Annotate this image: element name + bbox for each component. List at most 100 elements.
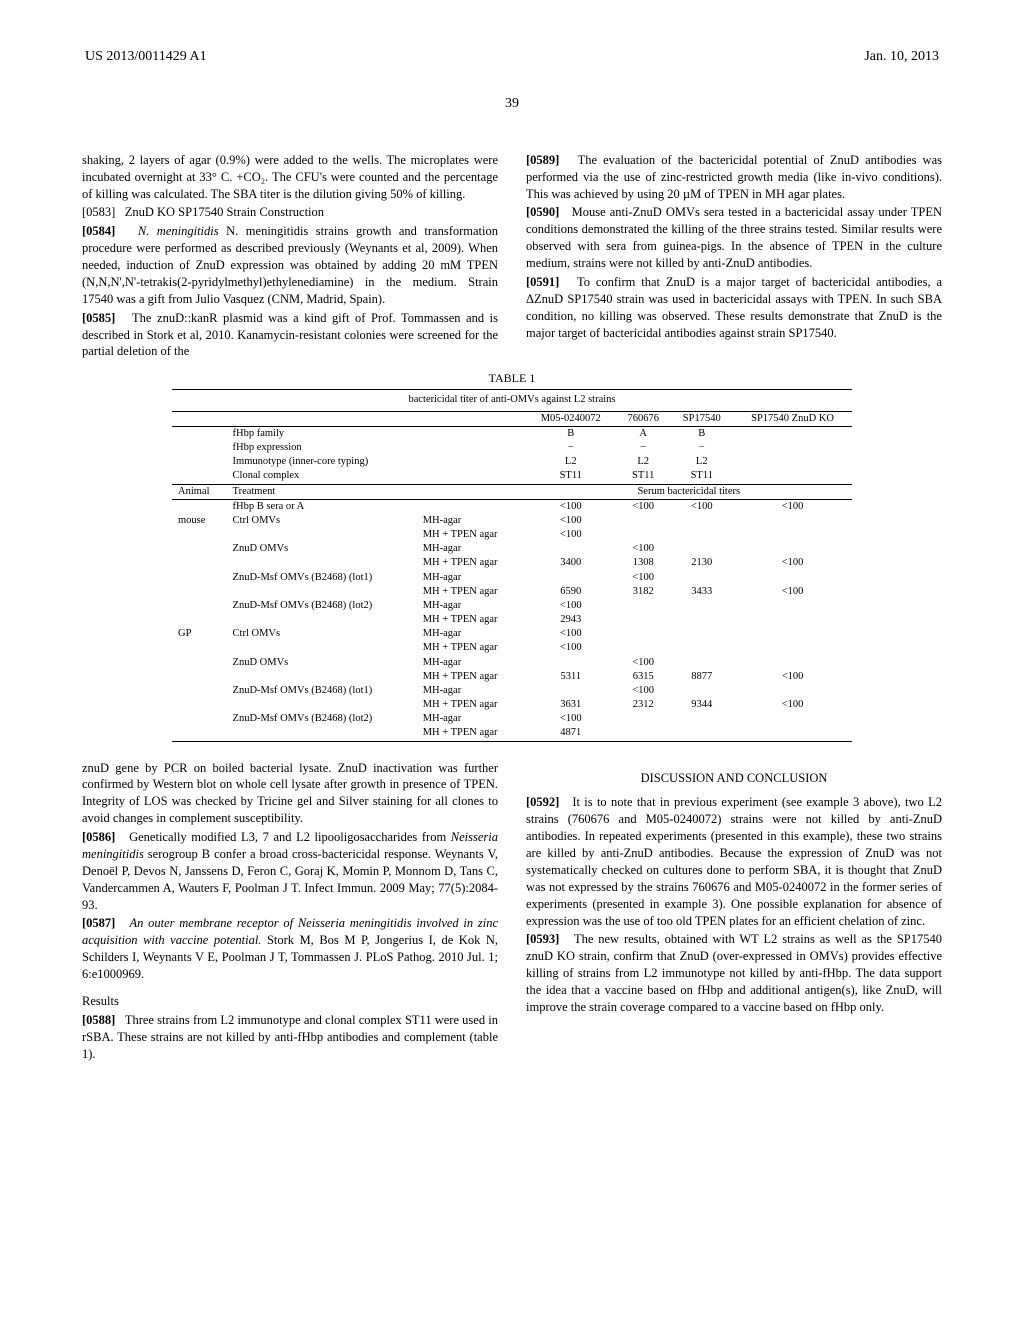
table-cell: ZnuD OMVs [227, 656, 417, 670]
table-cell: 3631 [526, 698, 616, 712]
table-cell: − [526, 441, 616, 455]
table-row: MH + TPEN agar340013082130<100 [172, 556, 852, 570]
table-cell [526, 571, 616, 585]
table-cell: B [526, 426, 616, 441]
table-cell: 1308 [616, 556, 671, 570]
table-cell: 4871 [526, 726, 616, 741]
table-cell: ZnuD-Msf OMVs (B2468) (lot2) [227, 712, 417, 726]
para-text: Genetically modified L3, 7 and L2 lipool… [129, 830, 451, 844]
table-cell: L2 [670, 455, 733, 469]
para-0585: [0585] The znuD::kanR plasmid was a kind… [82, 310, 498, 361]
table-cell: 9344 [670, 698, 733, 712]
para-num: [0589] [526, 153, 559, 167]
table-section: TABLE 1 bactericidal titer of anti-OMVs … [0, 370, 1024, 741]
lower-columns: znuD gene by PCR on boiled bacterial lys… [0, 760, 1024, 1065]
table-cell [733, 627, 852, 641]
table-cell: 3182 [616, 585, 671, 599]
table-cell [670, 627, 733, 641]
table-cell: Ctrl OMVs [227, 514, 417, 528]
page-header: US 2013/0011429 A1 Jan. 10, 2013 [0, 0, 1024, 67]
table-cell [172, 585, 227, 599]
table-cell: <100 [526, 528, 616, 542]
th: Treatment [227, 484, 417, 499]
publication-id: US 2013/0011429 A1 [85, 48, 207, 67]
discussion-heading: DISCUSSION AND CONCLUSION [526, 770, 942, 787]
table-subhead-row: Animal Treatment Serum bactericidal tite… [172, 484, 852, 499]
table-cell [417, 499, 526, 514]
table-cell: MH + TPEN agar [417, 585, 526, 599]
table-row: MH + TPEN agar<100 [172, 528, 852, 542]
para-0586: [0586] Genetically modified L3, 7 and L2… [82, 829, 498, 913]
table-cell [227, 556, 417, 570]
table-cell [172, 641, 227, 655]
publication-date: Jan. 10, 2013 [864, 48, 939, 67]
table-cell: MH + TPEN agar [417, 698, 526, 712]
table-cell [670, 571, 733, 585]
para-0593: [0593] The new results, obtained with WT… [526, 931, 942, 1015]
table-cell [227, 528, 417, 542]
table-cell [172, 656, 227, 670]
table-1: TABLE 1 bactericidal titer of anti-OMVs … [172, 370, 852, 741]
table-cell [172, 455, 227, 469]
table-cell: A [616, 426, 671, 441]
table-cell [172, 469, 227, 484]
table-cell: Ctrl OMVs [227, 627, 417, 641]
th [227, 411, 417, 426]
table-cell [526, 684, 616, 698]
table-row: ZnuD-Msf OMVs (B2468) (lot1)MH-agar<100 [172, 571, 852, 585]
table-cell [733, 514, 852, 528]
table-cell: 8877 [670, 670, 733, 684]
table-row: mouseCtrl OMVsMH-agar<100 [172, 514, 852, 528]
table-cell: MH + TPEN agar [417, 726, 526, 741]
table-cell [417, 441, 526, 455]
table-cell [733, 656, 852, 670]
table-cell [172, 599, 227, 613]
table-meta-body: fHbp familyBABfHbp expression−−−Immunoty… [172, 426, 852, 484]
table-cell [670, 542, 733, 556]
species-name: N. meningitidis [138, 224, 219, 238]
table-cell: <100 [733, 585, 852, 599]
table-cell: ZnuD-Msf OMVs (B2468) (lot2) [227, 599, 417, 613]
table-cell: <100 [733, 556, 852, 570]
table-cell: <100 [526, 514, 616, 528]
page-number: 39 [0, 95, 1024, 114]
patent-page: US 2013/0011429 A1 Jan. 10, 2013 39 shak… [0, 0, 1024, 1320]
table-cell: MH-agar [417, 599, 526, 613]
table-cell: B [670, 426, 733, 441]
table-cell [670, 613, 733, 627]
table-cell: MH + TPEN agar [417, 528, 526, 542]
para-num: [0587] [82, 916, 115, 930]
table-cell: <100 [670, 499, 733, 514]
table-cell [733, 613, 852, 627]
table-cell: <100 [616, 656, 671, 670]
th: Animal [172, 484, 227, 499]
table-cell [733, 426, 852, 441]
table-cell [616, 627, 671, 641]
table-cell: <100 [526, 627, 616, 641]
table-cell: 6315 [616, 670, 671, 684]
table-cell [616, 514, 671, 528]
table-cell: <100 [616, 499, 671, 514]
table-cell [670, 528, 733, 542]
upper-columns: shaking, 2 layers of agar (0.9%) were ad… [0, 152, 1024, 363]
para-num: [0585] [82, 311, 115, 325]
table-cell: <100 [616, 542, 671, 556]
table-cell: <100 [616, 684, 671, 698]
table-cell [670, 656, 733, 670]
table-cell [616, 599, 671, 613]
table-cell: MH-agar [417, 712, 526, 726]
table-cell: fHbp expression [227, 441, 417, 455]
table-cell [670, 514, 733, 528]
table-row: ZnuD OMVsMH-agar<100 [172, 656, 852, 670]
th: Serum bactericidal titers [526, 484, 852, 499]
table-cell [172, 528, 227, 542]
table-cell [172, 542, 227, 556]
para-cont: znuD gene by PCR on boiled bacterial lys… [82, 760, 498, 828]
table-row: MH + TPEN agar659031823433<100 [172, 585, 852, 599]
table-caption: bactericidal titer of anti-OMVs against … [172, 390, 852, 411]
table-cell: <100 [526, 712, 616, 726]
table-row: Clonal complexST11ST11ST11 [172, 469, 852, 484]
table-cell: MH-agar [417, 514, 526, 528]
table-cell: ZnuD-Msf OMVs (B2468) (lot1) [227, 684, 417, 698]
table-cell: <100 [733, 499, 852, 514]
